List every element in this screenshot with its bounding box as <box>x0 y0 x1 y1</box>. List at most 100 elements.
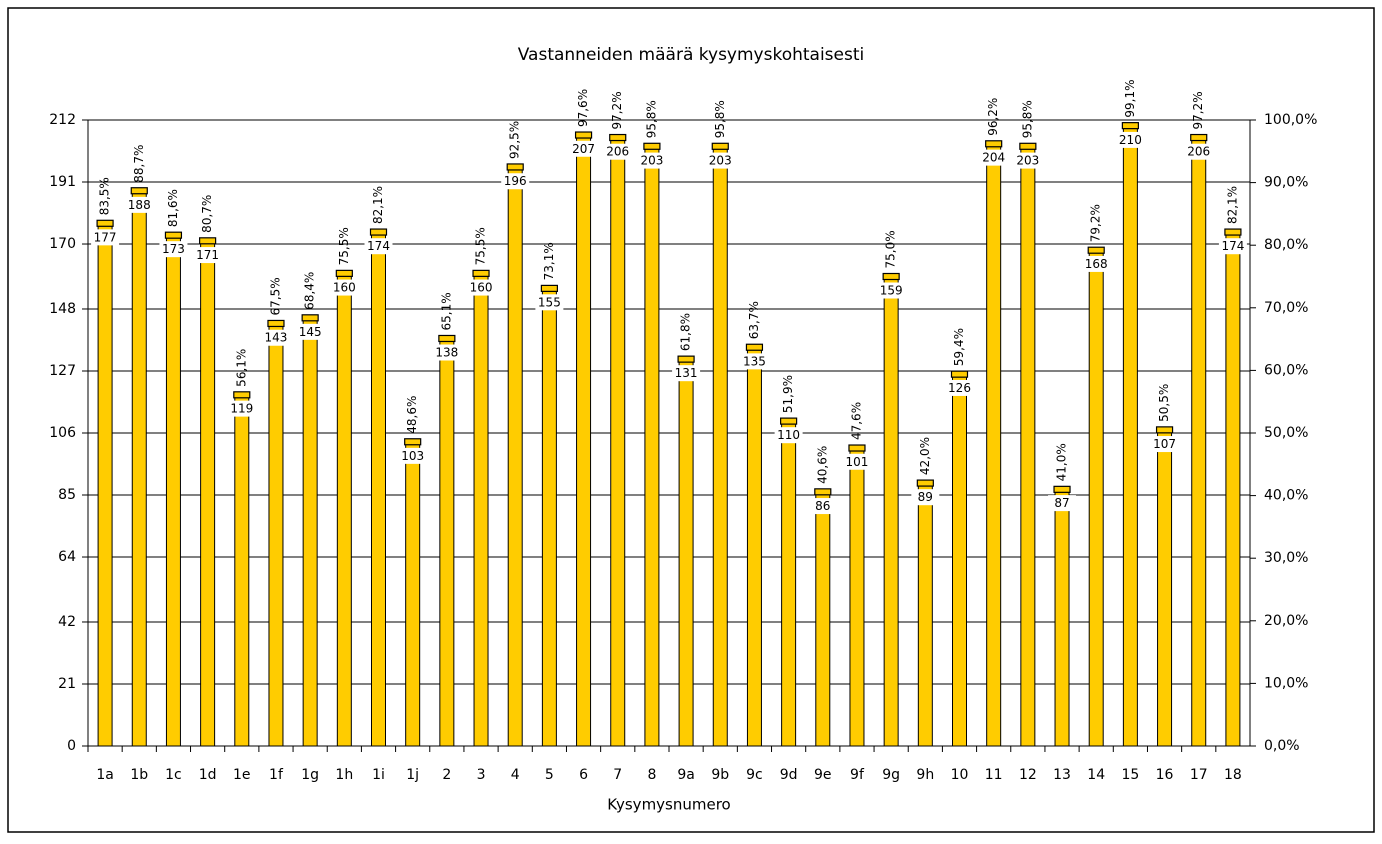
x-tick-label: 7 <box>613 767 622 783</box>
value-label-bg <box>467 279 496 296</box>
value-label-bg <box>1048 495 1077 512</box>
percent-label: 92,5% <box>508 121 522 159</box>
value-label: 131 <box>675 366 698 380</box>
bar <box>439 338 455 747</box>
value-label: 210 <box>1119 133 1142 147</box>
value-label: 173 <box>162 242 185 256</box>
percent-marker <box>677 355 695 363</box>
percent-label: 75,5% <box>337 227 351 265</box>
percent-marker <box>301 314 319 322</box>
value-label-bg <box>535 294 564 311</box>
value-label-bg <box>432 344 461 361</box>
percent-marker <box>1190 133 1208 142</box>
y2-tick-label: 30,0% <box>1264 550 1308 566</box>
bar <box>234 394 250 747</box>
x-tick-label: 1g <box>301 767 319 783</box>
value-label-bg <box>603 143 632 160</box>
value-label: 86 <box>815 499 830 513</box>
bar <box>336 273 352 747</box>
value-label: 160 <box>333 281 356 295</box>
bar <box>1088 249 1104 747</box>
bar <box>746 346 762 747</box>
percent-label: 99,1% <box>1123 80 1137 118</box>
percent-marker <box>711 142 729 150</box>
value-label: 143 <box>265 331 288 345</box>
x-tick-label: 1h <box>335 767 353 783</box>
percent-marker <box>1053 485 1071 493</box>
percent-label: 56,1% <box>234 349 248 387</box>
bar <box>678 358 694 747</box>
percent-label: 96,2% <box>986 98 1000 136</box>
percent-label: 40,6% <box>815 446 829 484</box>
value-label-bg <box>1116 131 1145 148</box>
value-label-bg <box>261 329 290 346</box>
bar <box>1157 429 1173 747</box>
percent-marker <box>1121 122 1139 130</box>
percent-label: 68,4% <box>303 272 317 310</box>
value-label-bg <box>706 152 735 169</box>
value-label-bg <box>637 152 666 169</box>
x-tick-label: 9d <box>780 767 798 783</box>
percent-label: 48,6% <box>405 396 419 434</box>
value-label-bg <box>979 149 1008 166</box>
x-tick-label: 1j <box>406 767 419 783</box>
x-tick-label: 11 <box>985 767 1003 783</box>
value-label: 126 <box>948 381 971 395</box>
value-label: 138 <box>435 346 458 360</box>
chart-title: Vastanneiden määrä kysymyskohtaisesti <box>518 45 865 65</box>
percent-marker <box>164 231 183 239</box>
bar <box>371 231 386 747</box>
value-label-bg <box>842 453 871 470</box>
bar <box>815 491 831 747</box>
value-label-bg <box>945 379 974 396</box>
value-label: 119 <box>230 402 253 416</box>
y2-tick-label: 90,0% <box>1264 175 1308 191</box>
value-label-bg <box>1218 238 1247 255</box>
bar <box>1191 137 1207 747</box>
percent-marker <box>438 334 456 343</box>
x-tick-label: 1a <box>96 767 114 783</box>
percent-marker <box>233 391 251 399</box>
value-label-bg <box>1150 436 1179 453</box>
value-label: 174 <box>367 239 390 253</box>
x-tick-label: 1f <box>269 767 284 783</box>
value-label: 155 <box>538 295 561 309</box>
value-label-bg <box>774 427 803 444</box>
bar <box>1225 231 1241 747</box>
x-tick-label: 9f <box>850 767 865 783</box>
percent-label: 95,8% <box>644 100 658 138</box>
bar <box>541 287 557 747</box>
x-tick-label: 10 <box>951 767 969 783</box>
percent-marker <box>848 444 866 452</box>
percent-marker <box>609 133 627 142</box>
y2-tick-label: 20,0% <box>1264 613 1308 629</box>
percent-label: 81,6% <box>166 189 180 227</box>
y2-tick-label: 80,0% <box>1264 237 1308 253</box>
x-tick-label: 1d <box>199 767 217 783</box>
value-label-bg <box>501 173 530 190</box>
bar <box>986 143 1002 747</box>
percent-label: 42,0% <box>918 437 932 475</box>
percent-label: 50,5% <box>1157 384 1171 422</box>
value-label: 103 <box>401 449 424 463</box>
value-label: 145 <box>299 325 322 339</box>
value-label-bg <box>193 247 222 264</box>
bar <box>1122 125 1138 747</box>
percent-marker <box>335 269 353 277</box>
percent-label: 95,8% <box>713 100 727 138</box>
percent-marker <box>199 237 217 245</box>
percent-marker <box>780 417 798 425</box>
bar <box>781 420 797 747</box>
value-label-bg <box>159 241 188 258</box>
percent-label: 75,0% <box>884 230 898 268</box>
value-label-bg <box>91 229 120 246</box>
bar <box>883 276 899 747</box>
value-label: 89 <box>918 490 933 504</box>
percent-label: 73,1% <box>542 242 556 280</box>
y-tick-label: 127 <box>49 363 76 379</box>
percent-marker <box>643 142 661 150</box>
value-label: 177 <box>94 230 117 244</box>
x-tick-label: 1c <box>165 767 182 783</box>
x-tick-label: 1b <box>130 767 148 783</box>
x-tick-label: 8 <box>647 767 656 783</box>
